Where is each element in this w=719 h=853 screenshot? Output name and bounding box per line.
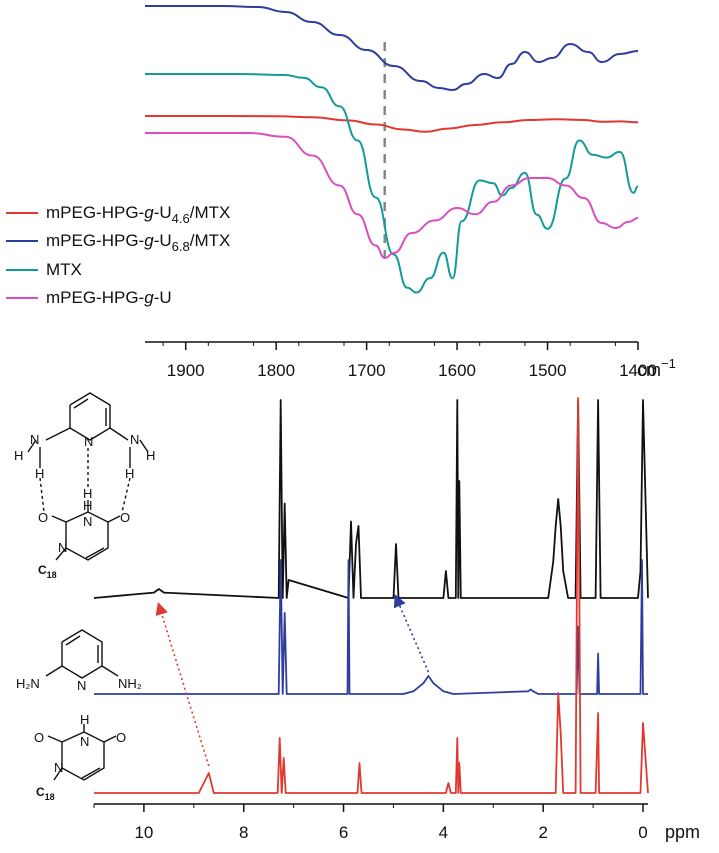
atom-label: H <box>146 448 155 463</box>
legend-label: mPEG-HPG-g-U6.8/MTX <box>46 231 230 254</box>
atom-label: H <box>125 466 134 481</box>
nmr-series-group <box>93 397 649 794</box>
atom-label: NH₂ <box>118 676 142 691</box>
ir-legend: mPEG-HPG-g-U4.6/MTX mPEG-HPG-g-U6.8/MTX MT… <box>6 203 230 307</box>
nmr-spectrum-panel: 10 8 6 4 2 0 ppm <box>93 397 700 842</box>
shift-arrow <box>393 594 430 673</box>
nmr-series-line-1 <box>93 399 649 599</box>
atom-label: N <box>130 432 139 447</box>
nmr-x-tick-label: 8 <box>239 823 248 842</box>
nmr-x-tick-label: 4 <box>439 823 448 842</box>
atom-label: N <box>54 760 63 775</box>
atom-label: H <box>80 712 89 727</box>
atom-label: H <box>14 448 23 463</box>
ir-x-tick-label: 1800 <box>257 361 295 380</box>
atom-label: H₂N <box>16 676 40 691</box>
legend-label: mPEG-HPG-g-U4.6/MTX <box>46 203 230 226</box>
ir-series-line-2 <box>145 4 639 92</box>
ir-series-line-4 <box>145 131 639 260</box>
shift-arrow <box>155 601 210 767</box>
ir-x-tick-label: 1700 <box>348 361 386 380</box>
nmr-x-tick-label: 6 <box>339 823 348 842</box>
structure-diaminopyridine <box>45 629 119 679</box>
atom-label: H <box>83 486 92 501</box>
atom-label: H <box>83 498 92 513</box>
nmr-series-line-3 <box>94 397 649 794</box>
ir-x-tick-label: 1600 <box>438 361 476 380</box>
structure-c18-uracil <box>47 724 117 781</box>
ir-unit-exp: −1 <box>661 356 676 371</box>
nmr-x-tick-label: 10 <box>134 823 153 842</box>
atom-label: H <box>35 466 44 481</box>
ir-spectrum-panel: 1900 1800 1700 1600 1500 1400 cm−1 <box>144 4 676 380</box>
structure-complex <box>27 392 149 561</box>
ir-series-line-1 <box>144 114 639 133</box>
ir-series-group <box>144 4 639 294</box>
ir-x-tick-label: 1400 <box>619 361 657 380</box>
ir-x-tick-label: 1500 <box>529 361 567 380</box>
legend-label: MTX <box>46 260 82 279</box>
atom-label: N <box>83 514 92 529</box>
atom-label: N <box>58 540 67 555</box>
atom-label: N <box>80 734 89 749</box>
structure-diaminopyridine-labels: H₂N N NH₂ <box>16 676 142 693</box>
nmr-x-unit-label: ppm <box>665 822 700 842</box>
legend-label: mPEG-HPG-g-U <box>46 288 172 307</box>
atom-label: N <box>84 434 93 449</box>
structure-c18-uracil-labels: H O N O N C18 <box>34 712 126 802</box>
atom-label: N <box>30 432 39 447</box>
c18-label: C18 <box>36 785 55 802</box>
nmr-series-line-2 <box>94 559 648 695</box>
atom-label: O <box>116 730 126 745</box>
structure-complex-labels: H N N N H H H H H O O N N C18 <box>14 432 155 580</box>
ir-series-line-3 <box>145 72 639 294</box>
ir-x-unit-label: cm−1 <box>637 356 676 380</box>
c18-label: C18 <box>38 563 57 580</box>
nmr-x-tick-label: 0 <box>638 823 647 842</box>
nmr-x-ticks: 10 8 6 4 2 0 <box>93 804 648 842</box>
nmr-x-tick-label: 2 <box>538 823 547 842</box>
atom-label: O <box>120 510 130 525</box>
ir-x-ticks: 1900 1800 1700 1600 1500 1400 <box>162 342 657 380</box>
ir-x-tick-label: 1900 <box>167 361 205 380</box>
nmr-shift-arrows <box>155 594 430 767</box>
atom-label: O <box>34 730 44 745</box>
atom-label: N <box>77 678 86 693</box>
ir-unit-base: cm <box>637 360 661 380</box>
atom-label: O <box>38 510 48 525</box>
